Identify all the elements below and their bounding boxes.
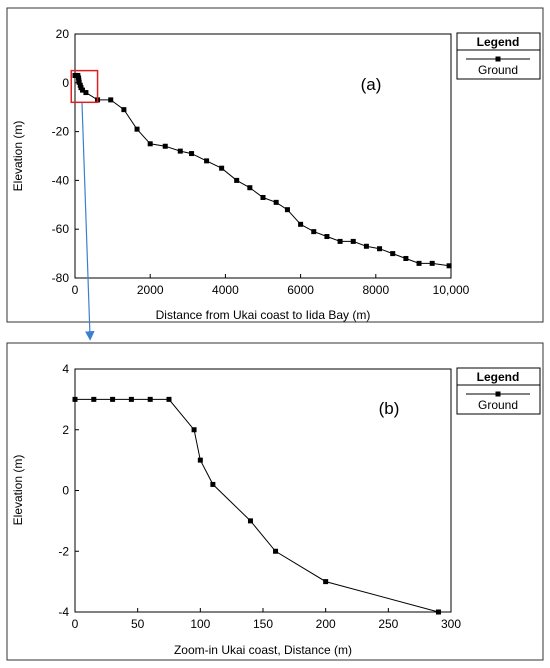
y-tick-label: -60 <box>52 222 70 236</box>
x-tick-label: 0 <box>72 283 79 297</box>
data-point <box>128 396 134 402</box>
data-point <box>166 396 172 402</box>
zoom-arrow <box>81 102 95 341</box>
data-point <box>72 396 78 402</box>
data-point <box>234 177 240 183</box>
x-tick-label: 200 <box>316 617 336 631</box>
chart-panel-b: -4 -2 0 2 4 0 50 100 150 200 250 300 Elevation (m)… <box>6 342 544 661</box>
legend-b: Legend Ground <box>456 367 541 415</box>
legend-entry-ground-b: Ground <box>478 398 518 412</box>
legend-marker-b <box>495 391 501 397</box>
x-tick-label: 4000 <box>212 283 239 297</box>
data-point <box>177 148 183 154</box>
data-point <box>191 427 197 433</box>
y-tick-label: -80 <box>52 271 70 285</box>
x-tick-label: 6000 <box>287 283 314 297</box>
zoom-highlight-box <box>70 69 99 104</box>
y-axis-b: -4 -2 0 2 4 <box>58 362 79 619</box>
x-tick-label: 100 <box>190 617 210 631</box>
plot-area-a <box>74 33 452 279</box>
y-axis-label-b: Elevation (m) <box>11 455 25 526</box>
x-tick-label: 8000 <box>362 283 389 297</box>
y-tick-label: -20 <box>52 125 70 139</box>
legend-title-a: Legend <box>477 35 520 49</box>
x-tick-label: 150 <box>253 617 273 631</box>
data-point <box>197 457 203 463</box>
data-point <box>446 263 452 269</box>
legend-entry-ground-a: Ground <box>478 63 518 77</box>
data-point <box>108 97 114 103</box>
y-tick-label: -40 <box>52 173 70 187</box>
legend-box-a <box>456 32 541 80</box>
data-point <box>80 87 86 93</box>
data-point <box>189 151 195 157</box>
data-point <box>403 255 409 261</box>
y-tick-label: 2 <box>62 423 69 437</box>
data-point <box>147 141 153 147</box>
data-point <box>247 185 253 191</box>
data-point <box>76 79 82 85</box>
data-point <box>363 243 369 249</box>
x-tick-label: 10,000 <box>433 283 470 297</box>
series-points-ground-b <box>72 396 441 615</box>
y-tick-label: 20 <box>56 27 70 41</box>
data-point <box>435 609 441 615</box>
data-point <box>311 229 317 235</box>
data-point <box>416 260 422 266</box>
x-tick-label: 300 <box>441 617 461 631</box>
data-point <box>324 234 330 240</box>
data-point <box>350 238 356 244</box>
data-point <box>260 194 266 200</box>
y-tick-label: 0 <box>62 484 69 498</box>
panel-annotation-b: (b) <box>379 399 400 418</box>
data-point <box>162 143 168 149</box>
data-point <box>134 126 140 132</box>
plot-area-b <box>74 368 452 613</box>
data-point <box>273 199 279 205</box>
data-point <box>429 260 435 266</box>
x-tick-label: 50 <box>131 617 145 631</box>
x-tick-label: 250 <box>378 617 398 631</box>
data-point <box>204 158 210 164</box>
data-point <box>377 246 383 252</box>
panel-annotation-a: (a) <box>361 75 382 94</box>
y-axis-label-a: Elevation (m) <box>11 121 25 192</box>
data-point <box>210 481 216 487</box>
x-tick-label: 2000 <box>137 283 164 297</box>
data-point <box>110 396 116 402</box>
x-axis-label-a: Distance from Ukai coast to Iida Bay (m) <box>156 308 371 322</box>
data-point <box>298 221 304 227</box>
y-tick-label: -2 <box>58 544 69 558</box>
x-tick-label: 0 <box>72 617 79 631</box>
legend-title-b: Legend <box>477 370 520 384</box>
data-point <box>284 207 290 213</box>
data-point <box>91 396 97 402</box>
data-point <box>121 107 127 113</box>
y-tick-label: 0 <box>62 76 69 90</box>
x-axis-b: 0 50 100 150 200 250 300 <box>72 608 461 631</box>
data-point <box>219 165 225 171</box>
x-axis-label-b: Zoom-in Ukai coast, Distance (m) <box>174 643 352 657</box>
x-axis-a: 0 2000 4000 6000 8000 10,000 <box>72 274 470 297</box>
y-tick-label: -4 <box>58 605 69 619</box>
data-point <box>147 396 153 402</box>
data-point <box>323 579 329 585</box>
y-axis-a: -80 -60 -40 -20 0 20 <box>52 27 79 285</box>
data-point <box>390 251 396 257</box>
data-point <box>337 238 343 244</box>
legend-box-b <box>456 367 541 415</box>
legend-marker-a <box>495 56 501 62</box>
y-tick-label: 4 <box>62 362 69 376</box>
data-point <box>247 518 253 524</box>
data-point <box>273 548 279 554</box>
legend-a: Legend Ground <box>456 32 541 80</box>
data-point <box>83 90 89 96</box>
